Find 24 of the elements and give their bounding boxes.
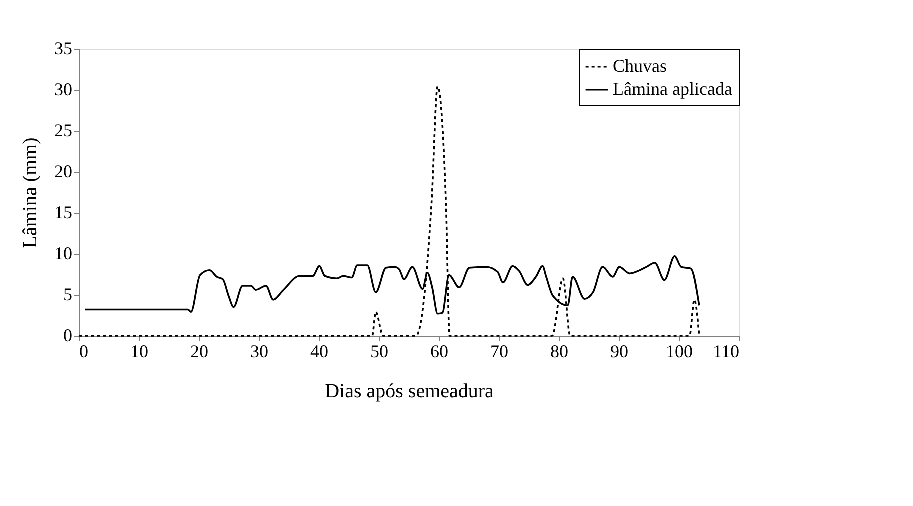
x-tick-label: 70 bbox=[490, 342, 508, 362]
x-axis-title: Dias após semeadura bbox=[325, 380, 494, 402]
x-tick-label: 30 bbox=[250, 342, 268, 362]
x-tick-label: 10 bbox=[130, 342, 148, 362]
x-tick-label: 100 bbox=[666, 342, 693, 362]
y-tick-label: 5 bbox=[64, 284, 72, 304]
x-tick-label: 60 bbox=[430, 342, 448, 362]
legend-label: Lâmina aplicada bbox=[613, 79, 732, 99]
y-axis-title: Lâmina (mm) bbox=[20, 138, 42, 248]
x-tick-label: 40 bbox=[310, 342, 328, 362]
y-tick-label: 15 bbox=[54, 202, 72, 222]
x-tick-label: 110 bbox=[713, 342, 740, 362]
x-tick-label: 20 bbox=[190, 342, 208, 362]
y-tick-label: 20 bbox=[54, 162, 72, 182]
x-tick-label: 50 bbox=[370, 342, 388, 362]
y-tick-label: 30 bbox=[54, 80, 72, 100]
x-tick-label: 90 bbox=[610, 342, 628, 362]
y-tick-label: 35 bbox=[54, 38, 72, 58]
x-tick-label: 80 bbox=[550, 342, 568, 362]
y-tick-label: 0 bbox=[64, 326, 72, 346]
legend-label: Chuvas bbox=[613, 56, 667, 76]
y-tick-label: 25 bbox=[54, 120, 72, 140]
y-tick-label: 10 bbox=[54, 244, 72, 264]
x-tick-label: 0 bbox=[80, 342, 88, 362]
